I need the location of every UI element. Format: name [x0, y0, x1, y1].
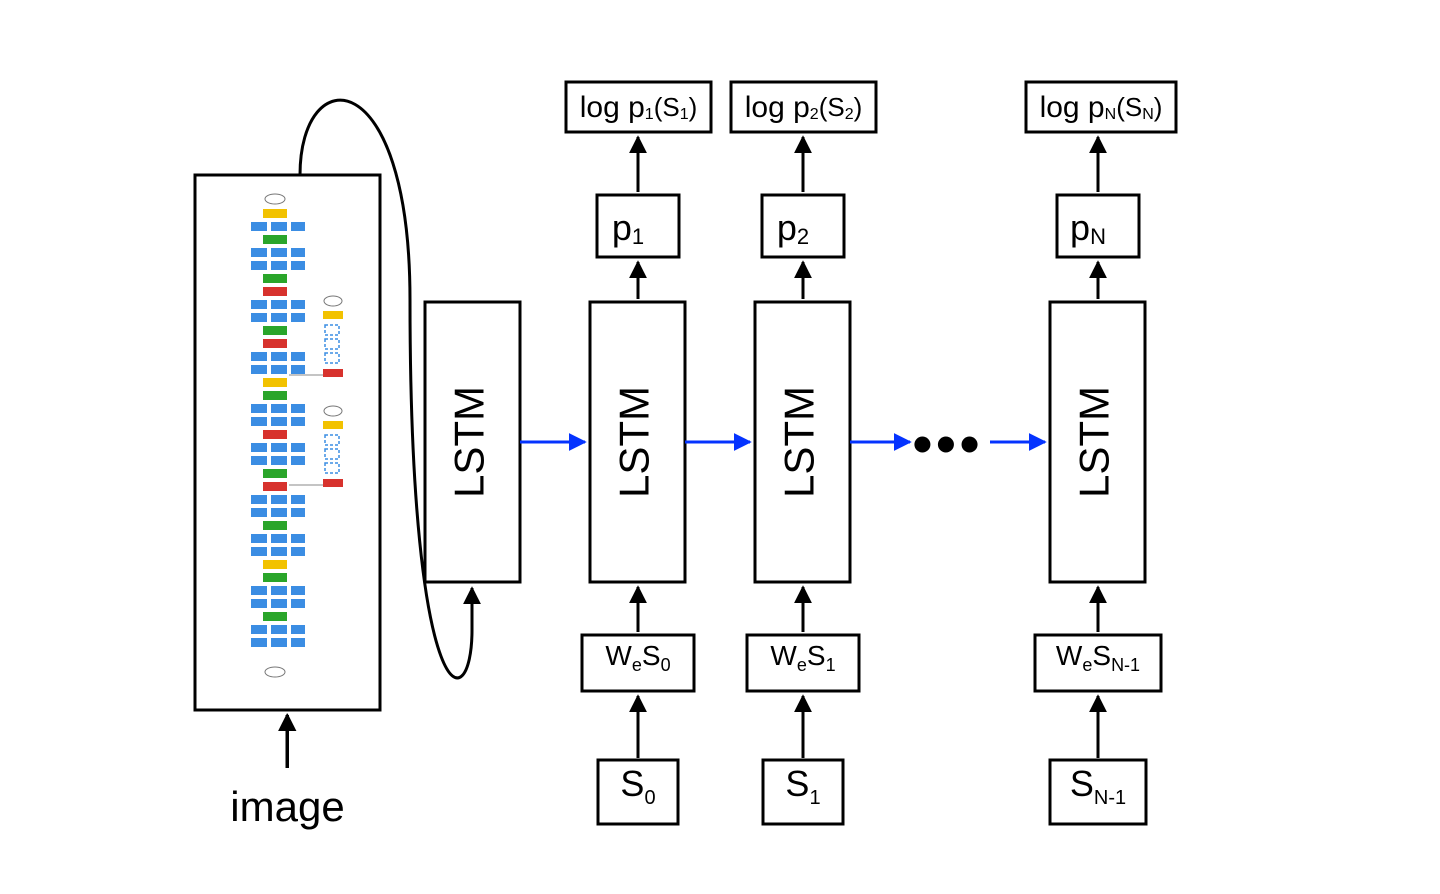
cnn-box	[195, 175, 380, 710]
svg-text:LSTM: LSTM	[611, 386, 658, 498]
svg-text:log p2(S2): log p2(S2)	[745, 91, 863, 124]
svg-text:LSTM: LSTM	[446, 386, 493, 498]
diagram-canvas: imageLSTMLSTMp1log p1(S1)WeS0S0LSTMp2log…	[0, 0, 1440, 894]
ellipsis: •••	[913, 412, 984, 475]
svg-text:LSTM: LSTM	[776, 386, 823, 498]
svg-text:LSTM: LSTM	[1071, 386, 1118, 498]
image-label: image	[230, 783, 344, 830]
svg-text:log p1(S1): log p1(S1)	[580, 91, 698, 124]
